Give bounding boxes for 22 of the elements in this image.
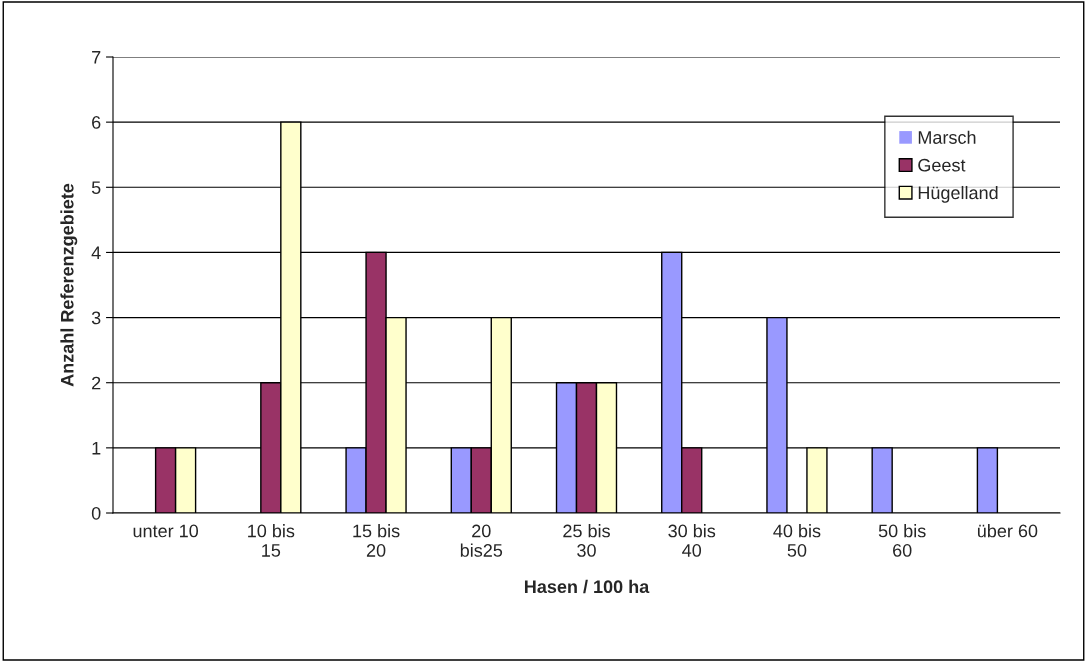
y-tick-label: 7 (92, 51, 101, 64)
legend-label: Hügelland (918, 185, 998, 203)
x-tick-label: über 60 (977, 524, 1038, 538)
x-tick-label: 50 bis 60 (878, 524, 926, 557)
y-tick-label: 3 (91, 311, 101, 325)
y-tick-label: 0 (91, 506, 101, 520)
y-tick-label: 1 (92, 441, 101, 455)
x-axis-title: Hasen / 100 ha (524, 579, 650, 594)
x-tick-label: 30 bis 40 (668, 524, 716, 557)
legend-label: Marsch (918, 130, 976, 144)
x-tick-label: 40 bis 50 (773, 524, 821, 557)
y-tick-label: 6 (92, 116, 101, 129)
x-tick-label: 20 bis25 (460, 524, 503, 557)
x-tick-label: 25 bis 30 (563, 524, 610, 557)
y-tick-label: 2 (92, 376, 101, 390)
x-tick-label: 15 bis 20 (353, 524, 400, 557)
x-tick-label: unter 10 (133, 524, 199, 538)
legend-label: Geest (918, 158, 966, 172)
y-tick-label: 5 (91, 181, 101, 195)
y-tick-label: 4 (91, 246, 101, 259)
y-axis-title: Anzahl Referenzgebiete (60, 183, 78, 387)
x-tick-label: 10 bis 15 (248, 524, 295, 557)
